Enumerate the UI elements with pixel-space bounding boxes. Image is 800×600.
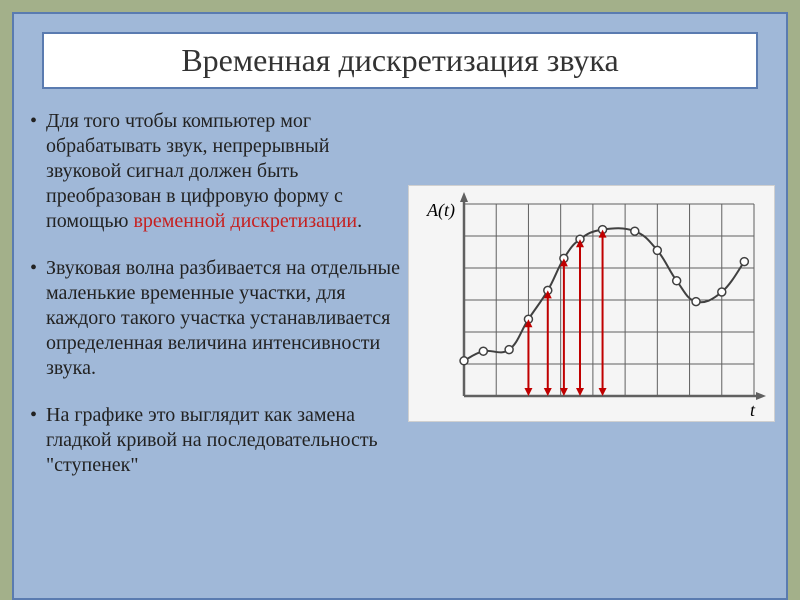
body-content: Для того чтобы компьютер мог обрабатыват…: [24, 109, 406, 598]
svg-text:A(t): A(t): [426, 200, 455, 221]
chart: A(t)t: [409, 186, 774, 421]
title-box: Временная дискретизация звука: [42, 32, 758, 89]
chart-svg: A(t)t: [409, 186, 774, 421]
paragraph-1: Для того чтобы компьютер мог обрабатыват…: [24, 109, 406, 234]
paragraph-2: Звуковая волна разбивается на отдельные …: [24, 256, 406, 381]
page-title: Временная дискретизация звука: [62, 42, 738, 79]
p1-red: временной дискретизации: [133, 210, 357, 232]
p1-post: .: [357, 210, 362, 232]
slide-panel: Временная дискретизация звука Для того ч…: [12, 12, 788, 600]
paragraph-3: На графике это выглядит как замена гладк…: [24, 403, 406, 478]
